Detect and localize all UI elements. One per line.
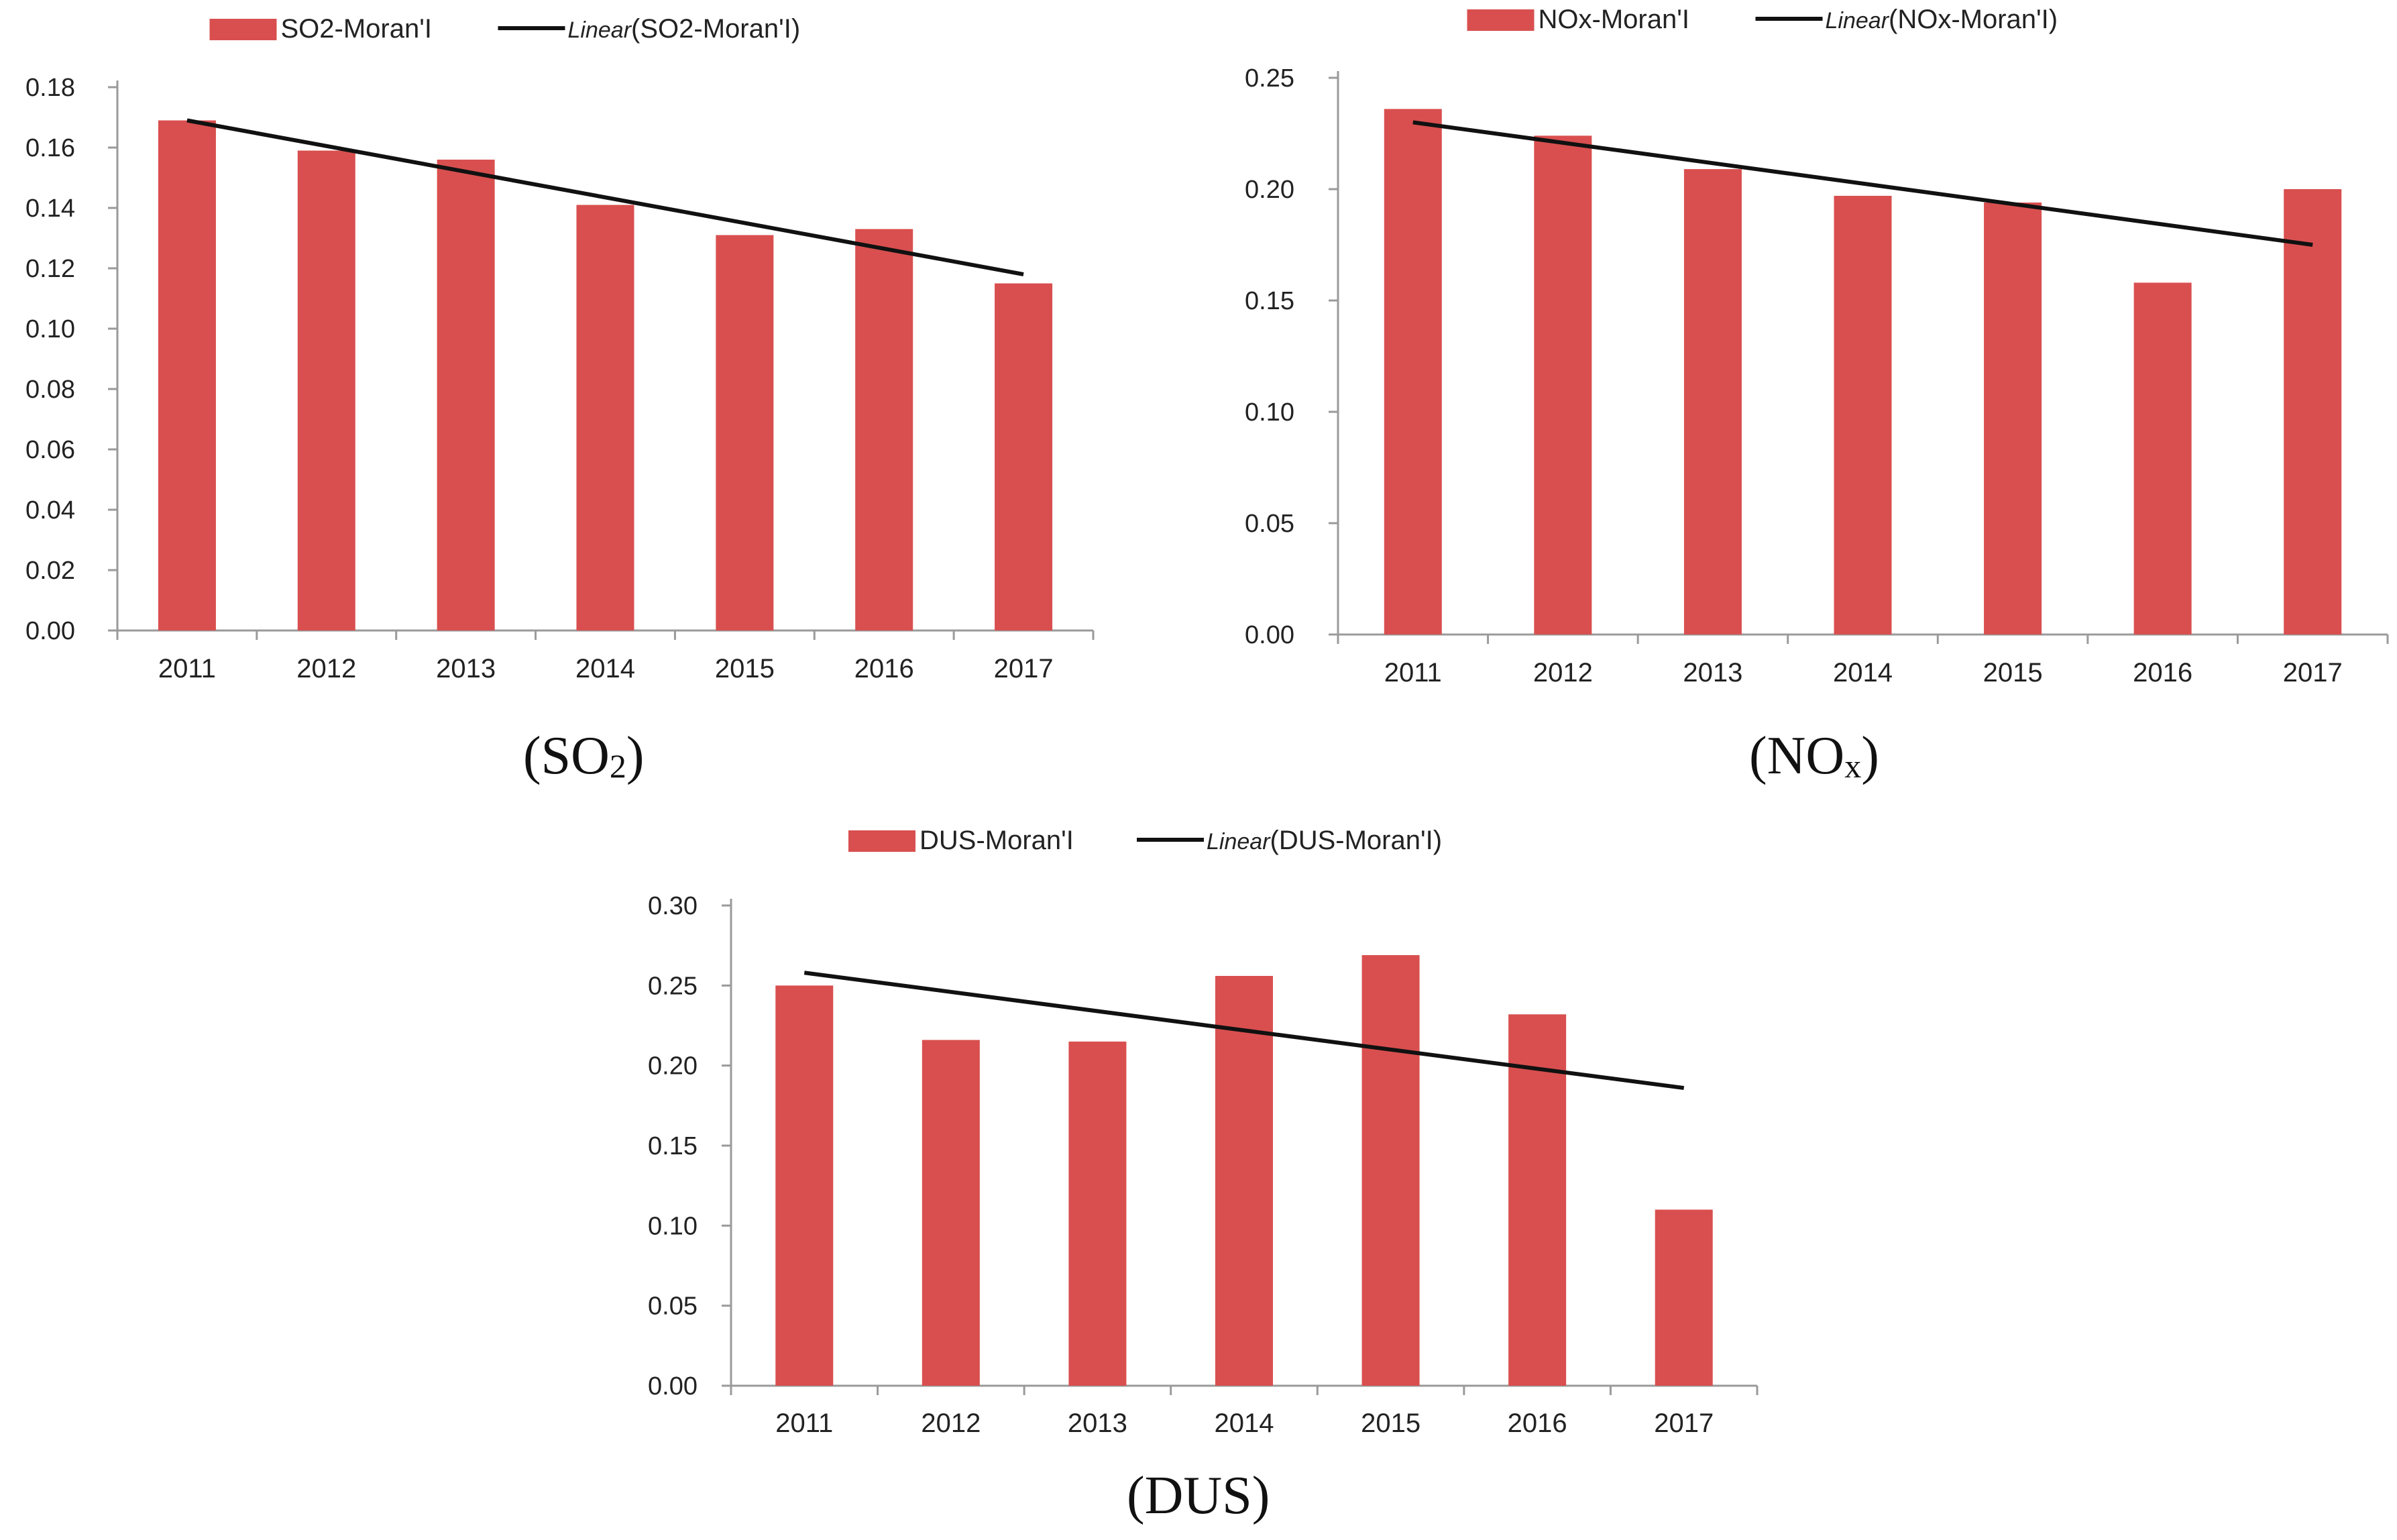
y-tick-label: 0.20 bbox=[648, 1052, 698, 1081]
y-tick-label: 0.12 bbox=[25, 255, 75, 283]
x-tick-label: 2015 bbox=[1983, 658, 2043, 688]
caption-nox: (NOx) bbox=[1749, 726, 1879, 785]
legend-label-bar: DUS-Moran'I bbox=[919, 826, 1074, 855]
legend-swatch-bar bbox=[1467, 9, 1535, 31]
y-tick-label: 0.00 bbox=[1245, 621, 1294, 649]
y-tick-label: 0.15 bbox=[1245, 287, 1294, 315]
x-tick-label: 2011 bbox=[1384, 658, 1442, 688]
x-tick-label: 2013 bbox=[1683, 658, 1742, 688]
y-tick-label: 0.05 bbox=[648, 1292, 698, 1321]
y-tick-label: 0.25 bbox=[648, 972, 698, 1000]
y-tick-label: 0.08 bbox=[25, 376, 75, 404]
x-tick-label: 2014 bbox=[575, 654, 635, 683]
x-tick-label: 2013 bbox=[436, 654, 496, 683]
bar bbox=[1655, 1209, 1713, 1386]
caption-so2: (SO2) bbox=[523, 726, 645, 785]
x-tick-label: 2011 bbox=[775, 1409, 833, 1438]
bar bbox=[576, 205, 634, 630]
chart-dus-svg: 0.00 0.05 0.10 0.15 0.20 0.25 0.30 2011 2012 2013… bbox=[648, 826, 1759, 1438]
bar bbox=[297, 150, 355, 630]
legend-label-trend-prefix: Linear bbox=[1207, 829, 1271, 855]
bar bbox=[995, 283, 1053, 630]
x-tick-label: 2014 bbox=[1833, 658, 1893, 688]
bar bbox=[158, 120, 216, 630]
x-tick-label: 2015 bbox=[1361, 1409, 1420, 1438]
y-tick-label: 0.06 bbox=[25, 436, 75, 464]
bar bbox=[1384, 109, 1442, 635]
legend-label-trend: Linear(NOx-Moran'I) bbox=[1826, 5, 2058, 34]
bar bbox=[1834, 195, 1892, 635]
y-tick-label: 0.10 bbox=[648, 1212, 698, 1240]
y-tick-label: 0.10 bbox=[25, 315, 75, 343]
x-tick-label: 2016 bbox=[854, 654, 914, 683]
y-tick-label: 0.16 bbox=[25, 134, 75, 162]
x-tick-label: 2012 bbox=[296, 654, 356, 683]
caption-dus: (DUS) bbox=[1127, 1466, 1270, 1525]
x-tick-label: 2014 bbox=[1215, 1409, 1274, 1438]
bar bbox=[1215, 976, 1273, 1386]
legend-label-bar: SO2-Moran'I bbox=[281, 14, 433, 44]
chart-nox-svg: 0.00 0.05 0.10 0.15 0.20 0.25 2011 2012 2013 2014… bbox=[1245, 5, 2389, 688]
x-tick-label: 2017 bbox=[994, 654, 1054, 683]
legend-label-trend: Linear(SO2-Moran'I) bbox=[568, 14, 801, 44]
x-tick-label: 2017 bbox=[2283, 658, 2343, 688]
chart-nox: 0.00 0.05 0.10 0.15 0.20 0.25 2011 2012 2013 2014… bbox=[1214, 0, 2397, 805]
bar bbox=[2133, 282, 2192, 635]
bar bbox=[1683, 169, 1742, 635]
trendline bbox=[803, 971, 1685, 1091]
x-tick-label: 2016 bbox=[1508, 1409, 1567, 1438]
trendline bbox=[186, 118, 1024, 276]
legend-swatch-bar bbox=[209, 19, 277, 40]
x-tick-label: 2012 bbox=[1533, 658, 1593, 688]
bar bbox=[437, 160, 495, 630]
x-tick-label: 2013 bbox=[1068, 1409, 1127, 1438]
y-tick-label: 0.14 bbox=[25, 195, 75, 223]
y-tick-label: 0.18 bbox=[25, 74, 75, 102]
y-tick-label: 0.04 bbox=[25, 496, 75, 525]
x-tick-label: 2012 bbox=[921, 1409, 981, 1438]
legend-swatch-bar bbox=[848, 830, 915, 852]
trendline bbox=[1412, 120, 2313, 247]
chart-so2: 0.00 0.02 0.04 0.06 0.08 0.10 0.12 0.14 0.16 0.18… bbox=[0, 0, 1180, 805]
legend-label-trend-prefix: Linear bbox=[1826, 8, 1890, 34]
legend-label-trend-name: (SO2-Moran'I) bbox=[631, 14, 800, 44]
bar bbox=[775, 985, 834, 1386]
chart-dus: 0.00 0.05 0.10 0.15 0.20 0.25 0.30 2011 2012 2013… bbox=[604, 812, 1811, 1540]
bar bbox=[922, 1040, 980, 1386]
y-tick-label: 0.02 bbox=[25, 557, 75, 585]
y-tick-label: 0.20 bbox=[1245, 176, 1294, 204]
bar bbox=[1068, 1041, 1127, 1386]
legend-label-trend-name: (DUS-Moran'I) bbox=[1270, 826, 1443, 855]
legend-label-bar: NOx-Moran'I bbox=[1539, 5, 1689, 34]
x-tick-label: 2016 bbox=[2133, 658, 2192, 688]
bar bbox=[855, 229, 913, 630]
bar bbox=[1534, 135, 1592, 635]
y-tick-label: 0.00 bbox=[25, 617, 75, 645]
bar bbox=[1984, 202, 2042, 635]
x-tick-label: 2017 bbox=[1654, 1409, 1714, 1438]
y-tick-label: 0.15 bbox=[648, 1132, 698, 1160]
legend-label-trend-name: (NOx-Moran'I) bbox=[1889, 5, 2058, 34]
legend-label-trend: Linear(DUS-Moran'I) bbox=[1207, 826, 1442, 855]
x-tick-label: 2011 bbox=[158, 654, 216, 683]
y-tick-label: 0.25 bbox=[1245, 64, 1294, 93]
y-tick-label: 0.10 bbox=[1245, 398, 1294, 427]
bar bbox=[1508, 1014, 1567, 1386]
bar bbox=[2284, 189, 2342, 635]
y-tick-label: 0.05 bbox=[1245, 510, 1294, 538]
bar bbox=[1361, 954, 1420, 1386]
y-tick-label: 0.30 bbox=[648, 892, 698, 920]
chart-so2-svg: 0.00 0.02 0.04 0.06 0.08 0.10 0.12 0.14 0.16 0.18… bbox=[25, 14, 1095, 683]
legend-label-trend-prefix: Linear bbox=[568, 17, 632, 43]
y-tick-label: 0.00 bbox=[648, 1372, 698, 1400]
x-tick-label: 2015 bbox=[715, 654, 775, 683]
bar bbox=[716, 235, 774, 630]
